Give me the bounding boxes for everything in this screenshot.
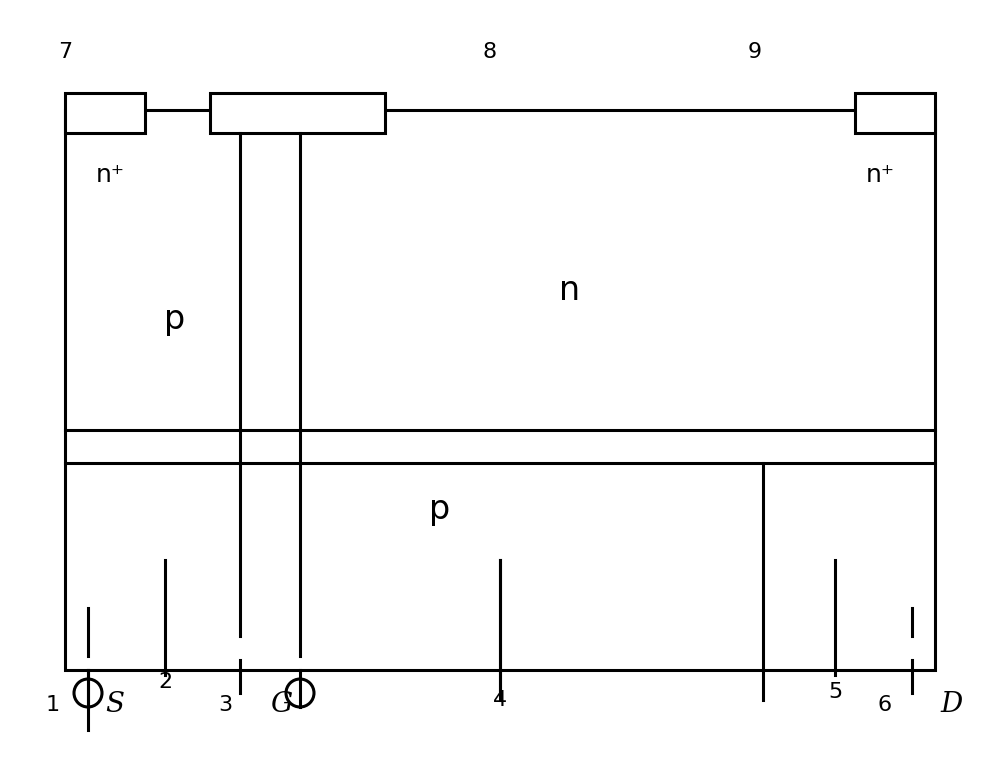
Text: S: S (105, 692, 124, 719)
Text: 8: 8 (483, 42, 497, 62)
Text: 7: 7 (58, 42, 72, 62)
Text: 4: 4 (493, 690, 507, 710)
Text: p: p (429, 493, 451, 527)
Text: 5: 5 (828, 682, 842, 702)
Bar (65, 110, 935, 670)
Text: 9: 9 (748, 42, 762, 62)
Text: 1: 1 (46, 695, 60, 715)
Text: n⁺: n⁺ (96, 163, 124, 187)
Bar (210, 93, 385, 133)
Text: 3: 3 (218, 695, 232, 715)
Text: p: p (164, 304, 186, 336)
Text: D: D (940, 692, 962, 719)
Text: 2: 2 (158, 672, 172, 692)
Bar (65, 93, 145, 133)
Text: n: n (559, 274, 581, 306)
Text: n⁺: n⁺ (866, 163, 895, 187)
Text: 6: 6 (878, 695, 892, 715)
Text: G: G (270, 692, 292, 719)
Bar (855, 93, 935, 133)
